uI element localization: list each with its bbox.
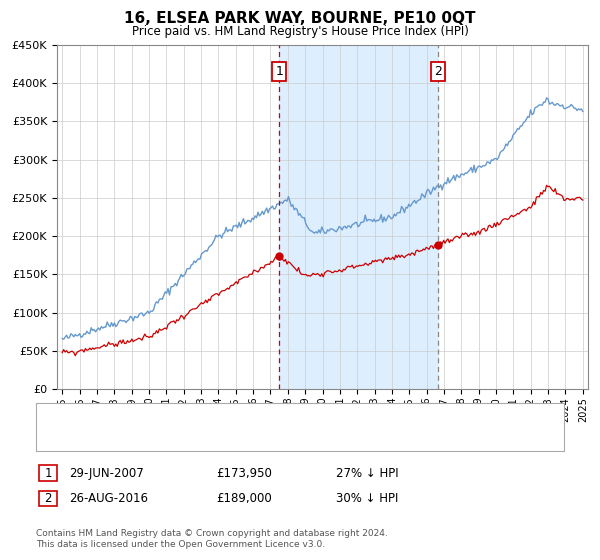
Text: 26-AUG-2016: 26-AUG-2016: [69, 492, 148, 505]
Text: £173,950: £173,950: [216, 466, 272, 480]
Text: ─────: ─────: [42, 432, 76, 442]
Text: 27% ↓ HPI: 27% ↓ HPI: [336, 466, 398, 480]
Text: 1: 1: [275, 65, 283, 78]
Text: 30% ↓ HPI: 30% ↓ HPI: [336, 492, 398, 505]
Text: 1: 1: [44, 466, 52, 480]
Text: Contains HM Land Registry data © Crown copyright and database right 2024.
This d: Contains HM Land Registry data © Crown c…: [36, 529, 388, 549]
Text: 16, ELSEA PARK WAY, BOURNE, PE10 0QT (detached house): 16, ELSEA PARK WAY, BOURNE, PE10 0QT (de…: [87, 412, 397, 422]
Text: 2: 2: [434, 65, 442, 78]
Text: ─────: ─────: [42, 412, 76, 422]
Text: HPI: Average price, detached house, South Kesteven: HPI: Average price, detached house, Sout…: [87, 432, 361, 442]
Bar: [279, 45, 438, 389]
Text: 16, ELSEA PARK WAY, BOURNE, PE10 0QT: 16, ELSEA PARK WAY, BOURNE, PE10 0QT: [124, 11, 476, 26]
Text: Price paid vs. HM Land Registry's House Price Index (HPI): Price paid vs. HM Land Registry's House …: [131, 25, 469, 38]
Text: 29-JUN-2007: 29-JUN-2007: [69, 466, 144, 480]
Text: 2: 2: [44, 492, 52, 505]
Text: £189,000: £189,000: [216, 492, 272, 505]
